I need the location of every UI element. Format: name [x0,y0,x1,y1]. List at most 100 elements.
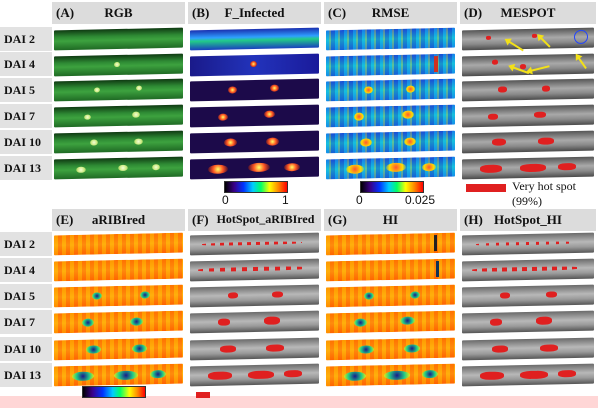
lesion-spot [364,86,373,94]
row-label-bottom: DAI 13 [0,363,52,387]
panel-letter: (B) [192,5,210,20]
leaf-image-rgb [54,104,183,128]
leaf-image-rgb [54,156,183,180]
colorbar-min-label: 0 [222,193,229,207]
hot-spot [486,35,491,40]
leaf-image-f-infected [190,156,319,180]
leaf-image-hi [326,337,455,361]
lesion-spot [384,370,410,381]
hot-spot [476,240,576,247]
panel-letter: (F) [192,212,209,227]
hot-spot [208,371,232,380]
lesion-spot [436,260,439,278]
leaf-image-f-infected [190,104,319,128]
leaf-image-aribi [54,363,183,387]
leaf-image-rgb [54,27,183,51]
lesion-spot [84,114,91,120]
row-label-bottom: DAI 10 [0,337,52,361]
panel-title: F_Infected [224,5,285,20]
lesion-spot [410,291,420,299]
leaf-image-rgb [54,53,183,77]
lesion-spot [402,110,414,119]
leaf-image-f-infected [190,53,319,77]
lesion-spot [270,84,279,92]
leaf-image-hi [326,363,455,387]
panel-letter: (E) [56,212,74,227]
leaf-image-hotspot-hi [462,363,594,387]
leaf-image-aribi [54,258,183,282]
hot-spot [202,241,302,247]
lesion-spot [264,110,275,118]
leaf-image-rmse [326,156,455,180]
lesion-spot [358,345,374,354]
lesion-spot [344,371,366,381]
lesion-spot [250,60,257,68]
lesion-spot [404,137,416,146]
hot-spot [492,345,508,353]
lesion-spot [114,370,138,381]
lesion-spot [140,291,150,299]
lesion-spot [132,344,147,353]
panel-title: MESPOT [500,5,556,20]
leaf-image-f-infected [190,130,319,154]
leaf-image-hi [326,258,455,282]
lesion-spot [364,292,374,300]
leaf-image-mespot [462,78,594,102]
leaf-image-hotspot-hi [462,258,594,282]
hot-spot [266,344,284,352]
leaf-image-rmse [326,53,455,77]
leaf-image-aribi [54,232,183,256]
hot-spot [542,85,550,92]
leaf-image-rgb [54,78,183,102]
leaf-image-hi [326,284,455,308]
leaf-image-mespot [462,104,594,128]
hot-spot [546,291,557,298]
hot-spot [272,291,283,298]
panel-f-header: (F) HotSpot_aRIBIred [188,209,321,231]
leaf-image-hotspot-hi [462,310,594,334]
hot-spot [218,318,230,326]
row-label-bottom: DAI 5 [0,284,52,308]
panel-title: HI [382,212,399,227]
hot-spot [488,113,498,120]
panel-letter: (C) [328,5,347,20]
lesion-spot [136,85,142,91]
row-label-top: DAI 2 [0,27,52,51]
lesion-spot [400,316,415,325]
leaf-image-rmse [326,78,455,102]
leaf-image-hi [326,232,455,256]
hot-spot [534,111,546,118]
lesion-spot [92,292,102,300]
lesion-spot [130,317,143,326]
lesion-spot [114,61,120,68]
panel-letter: (G) [328,212,347,227]
lesion-spot [422,370,438,379]
hot-spot [492,138,506,146]
hot-spot [284,370,302,378]
leaf-image-rmse [326,27,455,51]
leaf-image-rgb [54,130,183,154]
row-label-top: DAI 10 [0,130,52,154]
lesion-spot [224,138,237,147]
lesion-spot [266,137,279,146]
panel-c-header: (C) RMSE [324,2,457,24]
leaf-image-hotspot-aribi [190,232,319,256]
lesion-spot [208,164,228,174]
panel-title: HotSpot_HI [494,212,562,227]
panel-h-header: (H) HotSpot_HI [460,209,596,231]
colorbar-max-label: 0.025 [405,193,436,207]
panel-title: HotSpot_aRIBIred [216,212,315,226]
leaf-image-f-infected [190,27,319,51]
row-label-bottom: DAI 4 [0,258,52,282]
leaf-image-hotspot-hi [462,284,594,308]
leaf-image-hi [326,310,455,334]
panel-d-header: (D) MESPOT [460,2,596,24]
lesion-spot [404,344,420,353]
leaf-image-hotspot-hi [462,232,594,256]
hot-spot [498,86,507,93]
hot-spot [558,162,576,171]
row-label-top: DAI 5 [0,78,52,102]
lesion-spot [90,139,98,146]
hot-spot [220,345,236,353]
leaf-image-hotspot-hi [462,337,594,361]
